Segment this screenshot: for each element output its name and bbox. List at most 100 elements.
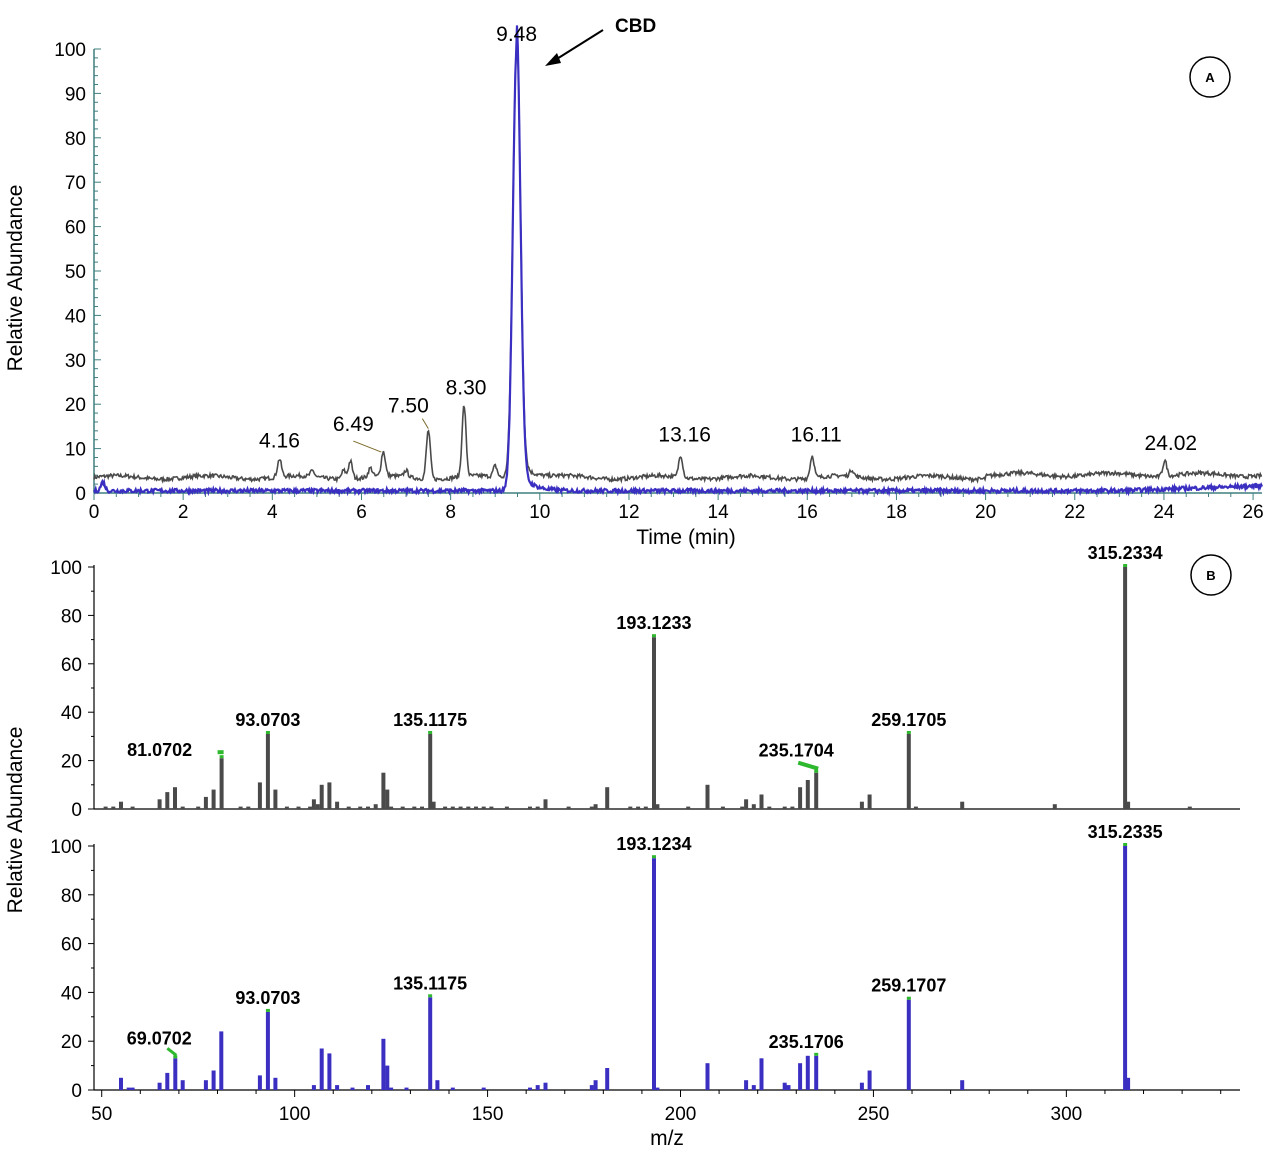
ms-bar (814, 772, 819, 809)
ms-x-tick-label: 200 (665, 1104, 697, 1125)
peak-label: 4.16 (259, 430, 300, 453)
ms-bar (481, 806, 486, 809)
ms-peak-label: 315.2334 (1088, 543, 1163, 563)
chromatogram-x-tick-label: 4 (267, 502, 278, 523)
ms-peak-marker (1123, 843, 1128, 846)
peak-label: 6.49 (333, 413, 374, 436)
peak-label: 24.02 (1145, 432, 1198, 455)
ms-y-tick-label: 100 (50, 558, 82, 579)
ms-bar (744, 799, 749, 809)
chromatogram-y-tick-label: 30 (65, 351, 86, 372)
ms-peak-marker (428, 730, 433, 734)
chromatogram-trace-0 (93, 29, 1263, 484)
ms-bar (867, 1070, 872, 1090)
ms-x-tick-label: 50 (91, 1104, 112, 1125)
ms-bar (593, 1080, 598, 1090)
ms-y-tick-label: 0 (71, 800, 82, 821)
cbd-annotation: CBD (615, 16, 656, 37)
ms-bar (335, 801, 340, 809)
panel-b-badge (1190, 554, 1232, 596)
cbd-arrow-line (551, 29, 604, 63)
ms-bar (450, 806, 455, 809)
ms-peak-label: 135.1175 (393, 710, 467, 730)
ms-bar (173, 787, 177, 809)
chromatogram-y-tick-label: 20 (65, 395, 86, 416)
ms-bar (605, 1068, 610, 1090)
ms-bar (219, 1031, 224, 1090)
ms-bar (335, 1085, 340, 1090)
ms-bar (219, 758, 224, 809)
ms-peak-marker (1123, 564, 1128, 567)
ms-bar (913, 806, 918, 809)
ms-peak-marker (906, 996, 911, 1000)
ms-peak-label: 193.1234 (616, 834, 691, 854)
peak-label: 8.30 (446, 376, 487, 399)
chromatogram-y-tick-label: 0 (75, 484, 86, 505)
ms-bar (173, 1058, 178, 1090)
peak-label: 13.16 (658, 423, 711, 446)
ms-bar (450, 1087, 455, 1090)
peak-label-leader (353, 440, 382, 453)
ms-bar (126, 1087, 131, 1090)
ms-bar (211, 789, 216, 809)
ms-bar (1126, 1077, 1131, 1090)
ms-peak-marker (651, 855, 656, 859)
ms-bar (474, 806, 478, 809)
ms-bar (805, 780, 810, 809)
ms-xlabel: m/z (650, 1127, 684, 1150)
chromatogram-x-tick-label: 8 (445, 502, 456, 523)
chromatogram-x-tick-label: 12 (618, 502, 639, 523)
ms-bar (593, 804, 598, 809)
cbd-arrow-head (545, 53, 561, 66)
peak-label: 9.48 (496, 23, 537, 46)
ms-bar (420, 806, 424, 809)
chromatogram-xlabel: Time (min) (636, 526, 736, 549)
ms-bar (751, 1085, 756, 1090)
ms-bar (906, 999, 911, 1090)
chromatogram-x-tick-label: 20 (975, 502, 996, 523)
ms-bar (180, 1080, 185, 1090)
ms-bar (346, 806, 351, 809)
ms-bar (157, 1082, 162, 1090)
ms-bar (246, 806, 251, 809)
chromatogram-x-tick-label: 24 (1153, 502, 1175, 523)
ms-bar (296, 806, 301, 809)
ms-bar (628, 806, 633, 809)
ms-bar (257, 1075, 262, 1090)
ms-bar (782, 1082, 787, 1090)
ms-bar (203, 796, 208, 809)
ms-bar (1052, 804, 1057, 809)
ms-peak-label: 135.1175 (393, 973, 467, 993)
ms-peak-label: 93.0703 (235, 988, 300, 1008)
ms-bar (605, 787, 610, 809)
panel-a-badge (1189, 56, 1231, 98)
ms-y-tick-label: 40 (61, 703, 82, 724)
ms-bar (311, 799, 316, 809)
ms-bar (705, 784, 710, 809)
ms-bar (157, 799, 162, 809)
ms-bar (798, 1063, 803, 1090)
ms-bar (1126, 801, 1131, 809)
ms-bar (319, 784, 324, 809)
chromatogram-x-tick-label: 2 (178, 502, 189, 523)
mass-spectrum-plot: 0 20 40 60 80 100 81.0702 93.0703 135.1175 193.12… (50, 543, 1240, 1125)
ms-bar (782, 806, 787, 809)
ms-bar (744, 1080, 749, 1090)
chromatogram-x-tick-label: 10 (529, 502, 550, 523)
ms-bar (589, 1085, 594, 1090)
ms-bar (404, 1087, 409, 1090)
ms-y-tick-label: 80 (61, 606, 82, 627)
ms-peak-marker (814, 1052, 819, 1056)
ms-bar (381, 1038, 386, 1090)
ms-bar (373, 804, 378, 809)
ms-bar (211, 1070, 216, 1090)
ms-bar (111, 806, 116, 809)
chromatogram-y-tick-label: 40 (65, 306, 86, 327)
ms-bar (589, 806, 594, 809)
ms-y-tick-label: 20 (61, 752, 82, 773)
ms-bar (366, 806, 370, 809)
ms-bar (165, 1072, 170, 1090)
ms-bar (960, 1080, 965, 1090)
